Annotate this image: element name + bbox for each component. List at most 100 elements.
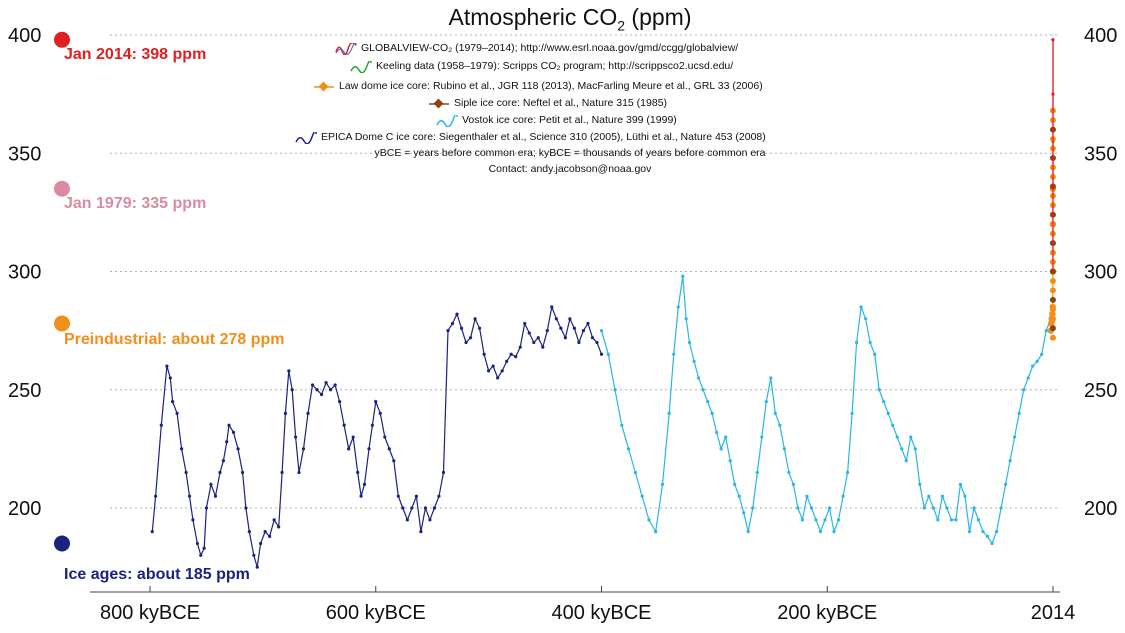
data-point bbox=[800, 518, 805, 522]
y-tick-left-350: 350 bbox=[8, 143, 41, 165]
data-point bbox=[710, 411, 714, 415]
data-point bbox=[864, 317, 868, 321]
legend-item: EPICA Dome C ice core: Siegenthaler et a… bbox=[295, 131, 766, 145]
data-point bbox=[414, 494, 418, 498]
data-point bbox=[527, 331, 531, 335]
reference-dot-2 bbox=[54, 315, 70, 332]
data-point bbox=[213, 494, 218, 498]
legend-item: Law dome ice core: Rubino et al., JGR 11… bbox=[313, 80, 763, 92]
y-tick-left-250: 250 bbox=[8, 380, 41, 402]
data-point bbox=[367, 447, 371, 451]
data-point bbox=[742, 511, 746, 515]
data-point bbox=[586, 321, 590, 326]
data-point bbox=[329, 388, 333, 392]
data-point bbox=[701, 388, 705, 392]
data-point bbox=[918, 482, 922, 486]
keeling-series-icon bbox=[350, 61, 372, 74]
data-point bbox=[613, 388, 617, 392]
data-point bbox=[1026, 376, 1030, 380]
globalview-series-icon bbox=[335, 43, 357, 56]
data-point bbox=[706, 399, 710, 404]
data-point bbox=[994, 530, 999, 534]
data-point bbox=[854, 340, 859, 345]
data-point bbox=[827, 506, 832, 510]
data-point bbox=[523, 321, 527, 326]
data-point bbox=[936, 518, 940, 522]
data-point bbox=[410, 506, 414, 510]
data-point bbox=[606, 352, 610, 356]
data-point bbox=[168, 376, 172, 380]
data-point bbox=[263, 530, 267, 534]
data-point bbox=[963, 494, 967, 498]
data-point bbox=[859, 305, 863, 309]
data-point bbox=[913, 447, 917, 451]
data-point bbox=[724, 435, 728, 439]
data-point bbox=[554, 317, 558, 321]
data-point bbox=[1040, 352, 1044, 356]
data-point bbox=[633, 470, 637, 475]
data-point bbox=[1044, 329, 1048, 333]
epica-series-icon bbox=[295, 132, 317, 145]
data-point bbox=[769, 376, 773, 380]
data-point bbox=[814, 518, 818, 522]
legend-item: Keeling data (1958–1979): Scripps CO₂ pr… bbox=[350, 60, 733, 74]
data-point bbox=[647, 518, 651, 522]
data-point bbox=[294, 435, 298, 439]
data-point bbox=[297, 470, 301, 475]
data-point bbox=[392, 459, 396, 463]
data-point bbox=[240, 470, 245, 475]
siple-series-icon bbox=[428, 98, 450, 109]
data-point bbox=[696, 376, 701, 380]
x-tick-label: 2014 bbox=[1031, 602, 1076, 624]
data-point bbox=[252, 553, 256, 557]
data-point bbox=[676, 305, 680, 309]
recent-point bbox=[1049, 315, 1056, 322]
y-tick-left-400: 400 bbox=[8, 25, 41, 47]
data-point bbox=[175, 411, 179, 415]
data-point bbox=[283, 411, 288, 415]
data-point bbox=[805, 494, 809, 498]
data-point bbox=[900, 447, 904, 451]
data-point bbox=[333, 383, 337, 387]
data-point bbox=[225, 440, 229, 444]
data-point bbox=[949, 518, 954, 522]
data-point bbox=[845, 470, 850, 475]
recent-point bbox=[1049, 334, 1056, 341]
legend-item: GLOBALVIEW-CO₂ (1979–2014); http://www.e… bbox=[335, 42, 738, 56]
data-point bbox=[904, 459, 908, 463]
data-point bbox=[1008, 459, 1012, 463]
data-point bbox=[873, 352, 877, 356]
vostok-series-icon bbox=[436, 115, 458, 128]
data-point bbox=[383, 435, 387, 439]
data-point bbox=[791, 482, 795, 486]
data-point bbox=[945, 506, 949, 510]
data-point bbox=[976, 518, 981, 522]
data-point bbox=[290, 388, 294, 392]
gridlines bbox=[110, 34, 1058, 509]
data-point bbox=[778, 423, 782, 427]
data-point bbox=[204, 506, 209, 510]
data-point bbox=[405, 518, 409, 522]
data-point bbox=[441, 470, 446, 475]
data-point bbox=[577, 340, 581, 345]
data-point bbox=[319, 392, 324, 397]
ref-label-ice-ages: Ice ages: about 185 ppm bbox=[64, 566, 250, 583]
data-point bbox=[202, 546, 206, 550]
data-point bbox=[268, 534, 272, 538]
data-point bbox=[660, 482, 665, 486]
data-point bbox=[1013, 435, 1017, 439]
data-point bbox=[958, 482, 963, 486]
data-point bbox=[572, 326, 577, 330]
data-point bbox=[272, 518, 276, 522]
data-point bbox=[895, 435, 899, 439]
ref-label-2014: Jan 2014: 398 ppm bbox=[64, 46, 207, 63]
data-point bbox=[468, 336, 473, 340]
legend-item: Siple ice core: Neftel et al., Nature 31… bbox=[428, 97, 667, 109]
data-point bbox=[159, 423, 163, 427]
y-tick-right-300: 300 bbox=[1084, 262, 1117, 284]
data-point bbox=[342, 423, 346, 427]
data-point bbox=[180, 447, 184, 451]
data-point bbox=[244, 506, 248, 510]
data-point bbox=[247, 530, 251, 534]
